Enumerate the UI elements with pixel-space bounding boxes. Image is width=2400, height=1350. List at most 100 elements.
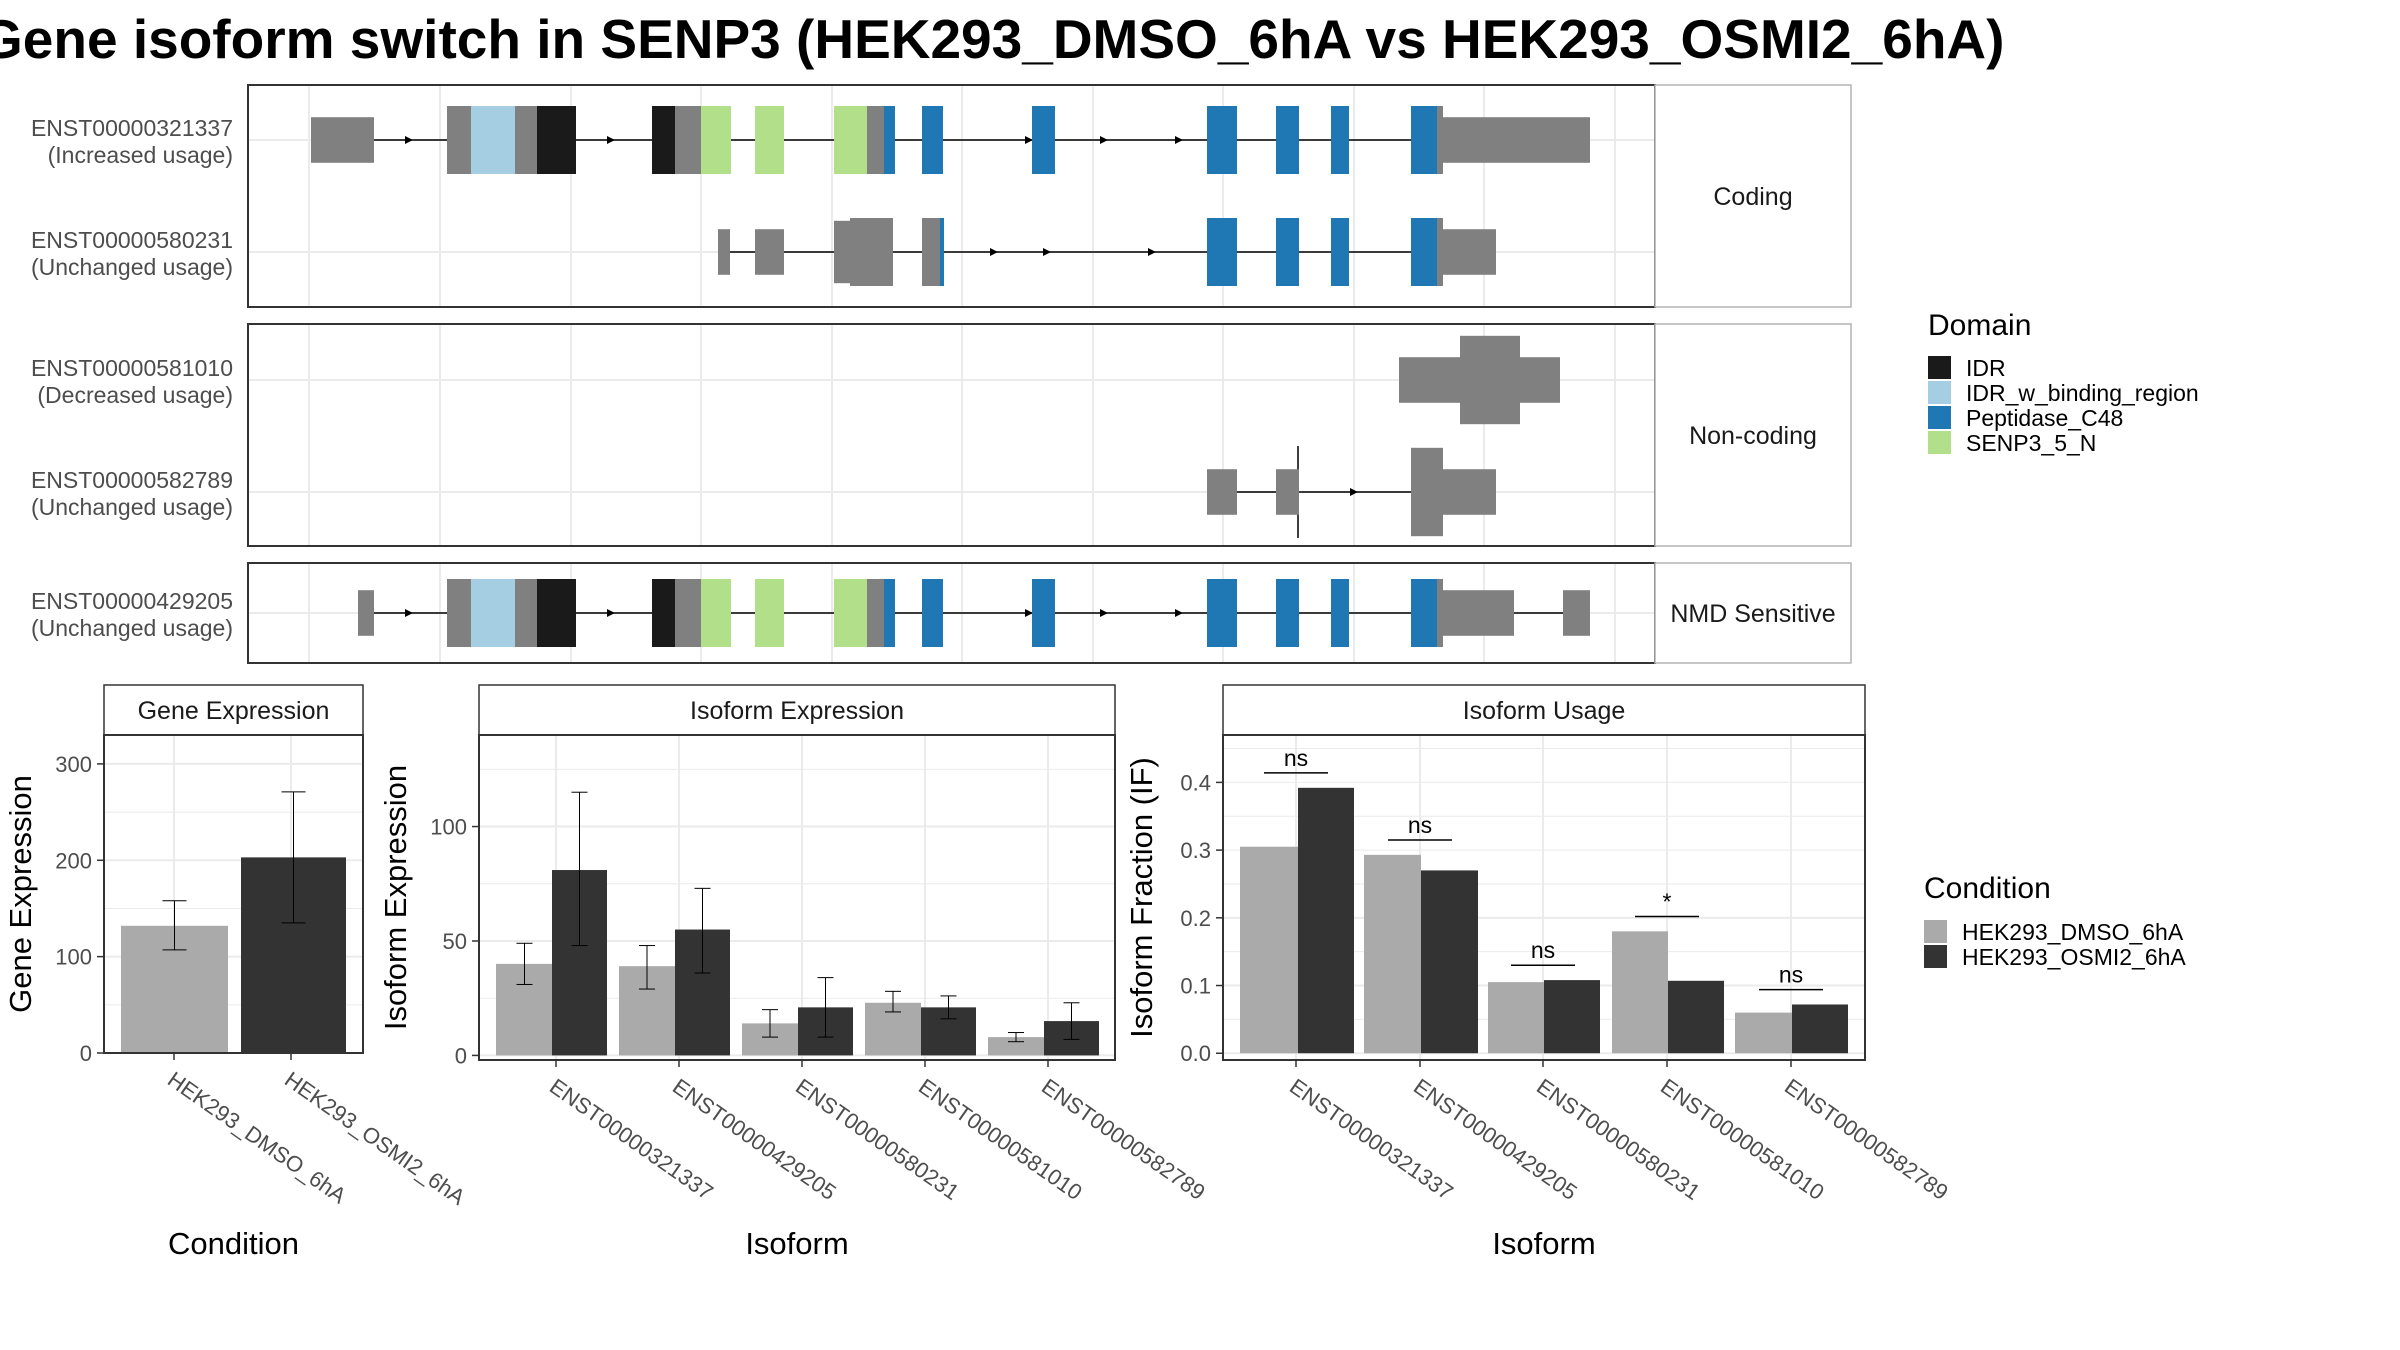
direction-arrow bbox=[1148, 248, 1156, 256]
y-tick-label: 0.1 bbox=[1180, 974, 1211, 999]
y-axis-title: Isoform Fraction (IF) bbox=[1124, 757, 1159, 1038]
exon-segment bbox=[515, 106, 537, 174]
legend-swatch-IDR_w_binding_region bbox=[1928, 381, 1951, 404]
legend-swatch-HEK293_DMSO_6hA bbox=[1924, 920, 1947, 943]
exon-segment bbox=[1437, 218, 1443, 286]
exon-segment bbox=[1276, 579, 1299, 647]
direction-arrow bbox=[1100, 609, 1108, 617]
direction-arrow bbox=[607, 609, 615, 617]
exon-segment bbox=[1411, 579, 1437, 647]
plot-border bbox=[478, 734, 1116, 1061]
direction-arrow bbox=[1175, 609, 1183, 617]
condition-legend-title: Condition bbox=[1924, 872, 2051, 905]
exon-segment bbox=[1331, 579, 1349, 647]
x-axis-title: Condition bbox=[168, 1226, 299, 1261]
exon-segment bbox=[1276, 469, 1299, 515]
plot-border bbox=[103, 734, 364, 1054]
exon-segment bbox=[675, 579, 701, 647]
exon-segment bbox=[1443, 117, 1590, 163]
exon-segment bbox=[1411, 447, 1443, 537]
legend-label-HEK293_DMSO_6hA: HEK293_DMSO_6hA bbox=[1962, 919, 2184, 945]
direction-arrow bbox=[405, 609, 413, 617]
legend-label-IDR_w_binding_region: IDR_w_binding_region bbox=[1966, 380, 2199, 406]
y-tick-label: 0 bbox=[80, 1041, 92, 1066]
legend-label-IDR: IDR bbox=[1966, 355, 2006, 381]
exon-segment bbox=[1411, 218, 1437, 286]
structure-panel-nmd-sensitive: ENST00000429205(Unchanged usage) NMD Sens… bbox=[31, 562, 1852, 664]
exon-segment bbox=[447, 106, 471, 174]
chart-title: Gene Expression bbox=[138, 697, 330, 725]
transcript-usage-label: (Decreased usage) bbox=[37, 382, 233, 408]
direction-arrow bbox=[1100, 136, 1108, 144]
y-axis-title: Isoform Expression bbox=[378, 765, 413, 1030]
significance-label: ns bbox=[1284, 745, 1308, 771]
exon-segment bbox=[834, 579, 867, 647]
transcript-id-label: ENST00000321337 bbox=[31, 115, 233, 141]
transcript-id-label: ENST00000581010 bbox=[31, 355, 233, 381]
exon-segment bbox=[537, 106, 576, 174]
y-tick-label: 0 bbox=[455, 1043, 467, 1068]
direction-arrow bbox=[1043, 248, 1051, 256]
direction-arrow bbox=[405, 136, 413, 144]
exon-segment bbox=[652, 106, 675, 174]
direction-arrow bbox=[1175, 136, 1183, 144]
exon-segment bbox=[447, 579, 471, 647]
x-axis-title: Isoform bbox=[1492, 1226, 1595, 1261]
exon-segment bbox=[1276, 218, 1299, 286]
legend-label-SENP3_5_N: SENP3_5_N bbox=[1966, 430, 2096, 456]
legend-swatch-Peptidase_C48 bbox=[1928, 406, 1951, 429]
transcript-structure-plot: ENST00000321337(Increased usage) ENST0000… bbox=[31, 84, 1852, 664]
exon-segment bbox=[358, 590, 374, 636]
exon-segment bbox=[755, 579, 784, 647]
bar bbox=[1488, 982, 1544, 1054]
bar bbox=[1792, 1004, 1848, 1054]
exon-segment bbox=[1443, 229, 1496, 275]
transcript-usage-label: (Unchanged usage) bbox=[31, 494, 233, 520]
bar bbox=[988, 1037, 1044, 1056]
significance-label: ns bbox=[1408, 812, 1432, 838]
transcript-ENST00000580231 bbox=[718, 218, 1496, 286]
y-tick-label: 100 bbox=[430, 815, 467, 840]
exon-segment bbox=[1520, 357, 1560, 403]
transcript-usage-label: (Unchanged usage) bbox=[31, 254, 233, 280]
exon-segment bbox=[1331, 106, 1349, 174]
chart-title: Isoform Usage bbox=[1463, 697, 1626, 725]
domain-legend-title: Domain bbox=[1928, 309, 2031, 342]
exon-segment bbox=[884, 106, 895, 174]
exon-segment bbox=[922, 106, 943, 174]
exon-segment bbox=[515, 579, 537, 647]
transcript-id-label: ENST00000580231 bbox=[31, 227, 233, 253]
legend-label-Peptidase_C48: Peptidase_C48 bbox=[1966, 405, 2123, 431]
transcript-id-label: ENST00000582789 bbox=[31, 467, 233, 493]
exon-segment bbox=[1207, 106, 1237, 174]
direction-arrow bbox=[1350, 488, 1358, 496]
strip-label: NMD Sensitive bbox=[1670, 600, 1835, 628]
y-tick-label: 100 bbox=[55, 945, 92, 970]
exon-segment bbox=[1207, 469, 1237, 515]
significance-label: ns bbox=[1779, 962, 1803, 988]
y-axis-title: Gene Expression bbox=[3, 775, 38, 1013]
y-tick-label: 0.3 bbox=[1180, 838, 1211, 863]
exon-segment bbox=[471, 106, 515, 174]
isoform-expression-chart: Isoform Expression050100ENST00000321337E… bbox=[378, 684, 1210, 1261]
exon-segment bbox=[675, 106, 701, 174]
transcript-usage-label: (Unchanged usage) bbox=[31, 615, 233, 641]
isoform-usage-chart: Isoform Usagensnsns*ns0.00.10.20.30.4ENS… bbox=[1124, 684, 1953, 1261]
bar bbox=[1364, 854, 1421, 1054]
transcript-id-label: ENST00000429205 bbox=[31, 588, 233, 614]
exon-segment bbox=[652, 579, 675, 647]
exon-segment bbox=[940, 218, 944, 286]
legend-label-HEK293_OSMI2_6hA: HEK293_OSMI2_6hA bbox=[1962, 944, 2186, 970]
exon-segment bbox=[884, 579, 895, 647]
exon-segment bbox=[471, 579, 515, 647]
direction-arrow bbox=[1025, 609, 1033, 617]
exon-segment bbox=[718, 229, 730, 275]
significance-label: * bbox=[1663, 888, 1672, 914]
exon-segment bbox=[922, 579, 943, 647]
y-tick-label: 0.4 bbox=[1180, 770, 1211, 795]
bar bbox=[1668, 980, 1724, 1054]
transcript-ENST00000429205 bbox=[358, 579, 1590, 647]
exon-segment bbox=[1460, 335, 1520, 425]
exon-segment bbox=[1443, 469, 1496, 515]
structure-panel-coding: ENST00000321337(Increased usage) ENST0000… bbox=[31, 84, 1852, 308]
